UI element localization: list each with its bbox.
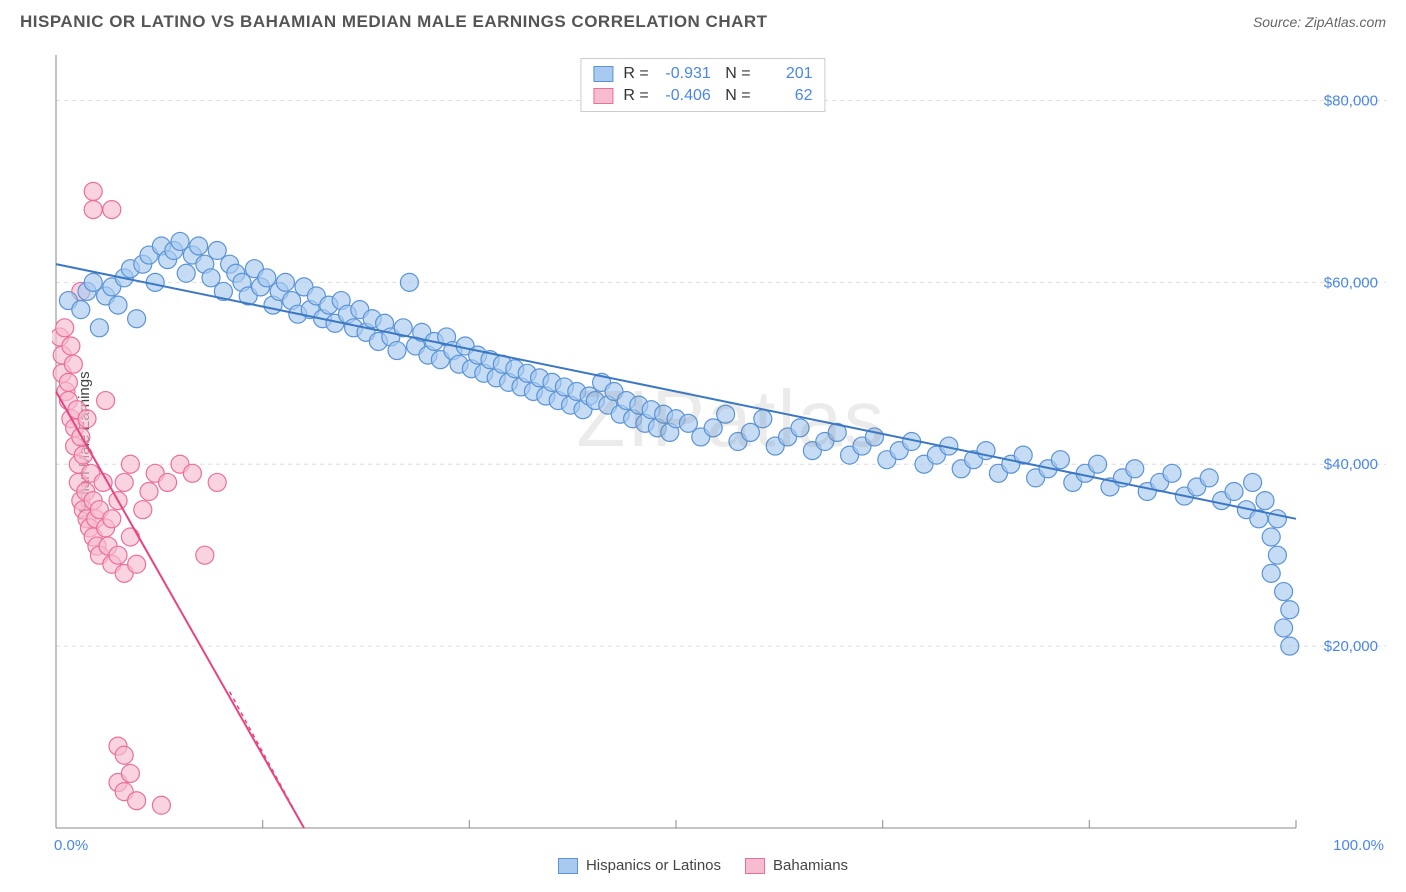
- stats-row-bahamian: R =-0.406 N =62: [593, 87, 812, 105]
- legend-item-bahamian: Bahamians: [745, 857, 848, 874]
- source-attribution: Source: ZipAtlas.com: [1253, 14, 1386, 30]
- correlation-stats-box: R =-0.931 N =201 R =-0.406 N =62: [580, 58, 825, 112]
- chart-title: HISPANIC OR LATINO VS BAHAMIAN MEDIAN MA…: [20, 12, 768, 32]
- svg-text:$80,000: $80,000: [1324, 92, 1378, 109]
- swatch-hispanic: [593, 66, 613, 82]
- swatch-bahamian: [593, 88, 613, 104]
- svg-text:$60,000: $60,000: [1324, 274, 1378, 291]
- legend-swatch-bahamian: [745, 858, 765, 874]
- svg-text:$20,000: $20,000: [1324, 638, 1378, 655]
- legend-item-hispanic: Hispanics or Latinos: [558, 857, 721, 874]
- svg-text:$40,000: $40,000: [1324, 456, 1378, 473]
- legend-swatch-hispanic: [558, 858, 578, 874]
- stats-row-hispanic: R =-0.931 N =201: [593, 65, 812, 83]
- x-min-label: 0.0%: [54, 837, 88, 854]
- x-max-label: 100.0%: [1333, 837, 1384, 854]
- chart-plot-area: $20,000 $40,000 $60,000 $80,000: [52, 55, 1386, 832]
- bottom-legend: Hispanics or Latinos Bahamians: [0, 857, 1406, 874]
- scatter-plot-svg: $20,000 $40,000 $60,000 $80,000: [52, 55, 1386, 832]
